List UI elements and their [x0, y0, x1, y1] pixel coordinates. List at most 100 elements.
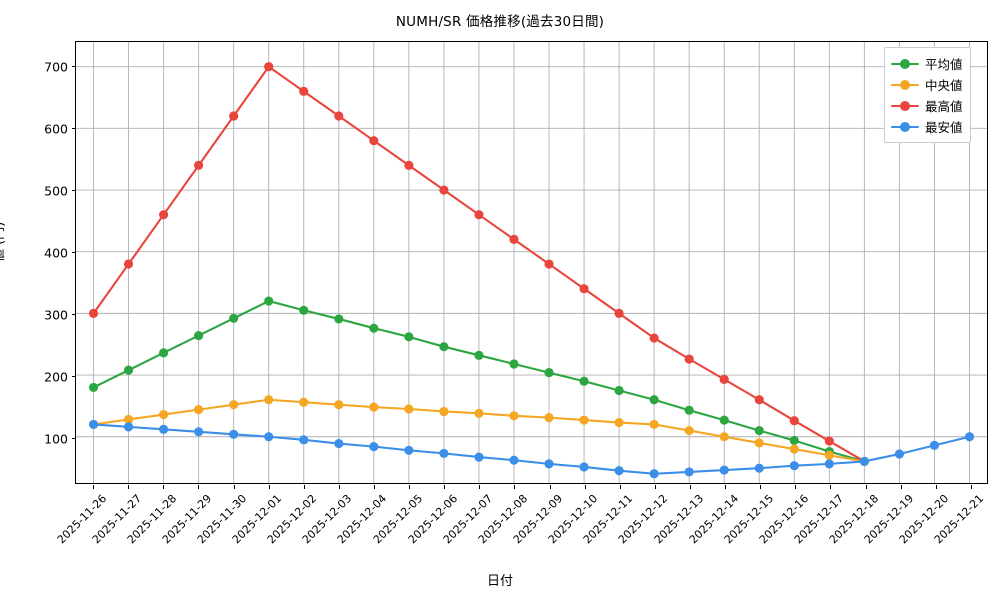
y-tick-mark: [72, 128, 76, 130]
x-tick-mark: [198, 485, 200, 489]
legend-item-3[interactable]: 最安値: [891, 116, 963, 137]
data-point: [439, 406, 449, 417]
series-line-0: [92, 300, 866, 463]
data-point: [719, 465, 729, 475]
data-point: [614, 466, 624, 476]
legend-label: 中央値: [925, 78, 963, 93]
data-point: [299, 435, 309, 445]
data-point: [649, 469, 659, 479]
y-tick-mark: [72, 190, 76, 192]
x-tick-mark: [690, 485, 692, 489]
x-tick-mark: [725, 485, 727, 489]
data-point: [264, 432, 274, 442]
data-point: [229, 111, 239, 121]
data-point: [614, 417, 624, 428]
y-tick-mark: [72, 376, 76, 378]
data-point: [789, 444, 799, 454]
data-point: [579, 376, 589, 386]
y-axis-title: 値 (円): [0, 221, 7, 262]
x-tick-mark: [479, 485, 481, 489]
legend-item-0[interactable]: 平均値: [891, 53, 963, 74]
x-tick-mark: [303, 485, 305, 489]
series-layer: [88, 62, 975, 479]
data-point: [719, 415, 729, 425]
x-tick-mark: [163, 485, 165, 489]
data-point: [123, 365, 134, 375]
data-point: [439, 448, 449, 458]
data-point: [544, 368, 554, 378]
data-point: [579, 462, 589, 472]
data-point: [439, 342, 449, 352]
data-point: [719, 374, 729, 384]
data-point: [299, 305, 309, 315]
data-point: [509, 455, 519, 465]
data-point: [754, 463, 764, 473]
y-tick-label: 600: [44, 121, 68, 137]
legend-item-1[interactable]: 中央値: [891, 74, 963, 95]
data-point: [264, 62, 274, 72]
data-point: [684, 467, 694, 477]
data-point: [439, 185, 449, 195]
legend-swatch-icon: [891, 120, 919, 134]
data-point: [369, 323, 379, 333]
data-point: [824, 459, 834, 469]
data-point: [159, 424, 169, 434]
data-point: [754, 438, 764, 448]
data-point: [334, 438, 344, 449]
legend-swatch-icon: [891, 57, 919, 71]
data-point: [229, 429, 239, 439]
x-tick-mark: [514, 485, 516, 489]
legend-label: 最高値: [925, 99, 963, 114]
legend-item-2[interactable]: 最高値: [891, 95, 963, 116]
data-point: [474, 408, 484, 418]
data-point: [88, 419, 99, 429]
data-point: [649, 419, 659, 429]
x-tick-mark: [268, 485, 270, 489]
series-line-2: [92, 65, 866, 463]
x-tick-mark: [444, 485, 446, 489]
x-tick-mark: [760, 485, 762, 489]
y-tick-mark: [72, 66, 76, 68]
data-point: [88, 308, 99, 318]
data-point: [404, 404, 414, 414]
data-point: [123, 422, 134, 432]
series-line-3: [92, 423, 971, 475]
data-point: [859, 456, 869, 466]
data-point: [194, 331, 204, 341]
data-point: [334, 314, 344, 324]
data-point: [579, 415, 589, 425]
legend-swatch-icon: [891, 78, 919, 92]
x-tick-mark: [900, 485, 902, 489]
data-point: [194, 160, 204, 170]
data-point: [404, 160, 414, 170]
x-tick-mark: [654, 485, 656, 489]
data-point: [614, 385, 624, 396]
data-point: [789, 416, 799, 426]
data-point: [789, 435, 799, 446]
data-point: [544, 413, 554, 423]
data-point: [369, 442, 379, 452]
x-tick-mark: [373, 485, 375, 489]
data-point: [509, 411, 519, 421]
data-point: [684, 405, 694, 415]
data-point: [824, 450, 834, 460]
data-point: [964, 432, 975, 442]
data-point: [194, 427, 204, 437]
y-tick-mark: [72, 314, 76, 316]
x-tick-mark: [128, 485, 130, 489]
x-tick-mark: [970, 485, 972, 489]
x-tick-mark: [830, 485, 832, 489]
y-tick-label: 500: [44, 183, 68, 199]
chart-legend[interactable]: 平均値中央値最高値最安値: [884, 47, 971, 143]
data-point: [649, 395, 659, 405]
y-tick-mark: [72, 252, 76, 254]
data-point: [824, 436, 834, 446]
data-point: [334, 111, 344, 121]
data-point: [719, 432, 729, 442]
data-point: [474, 452, 484, 462]
data-point: [369, 136, 379, 146]
x-tick-mark: [619, 485, 621, 489]
data-point: [123, 259, 134, 269]
data-point: [264, 395, 274, 405]
